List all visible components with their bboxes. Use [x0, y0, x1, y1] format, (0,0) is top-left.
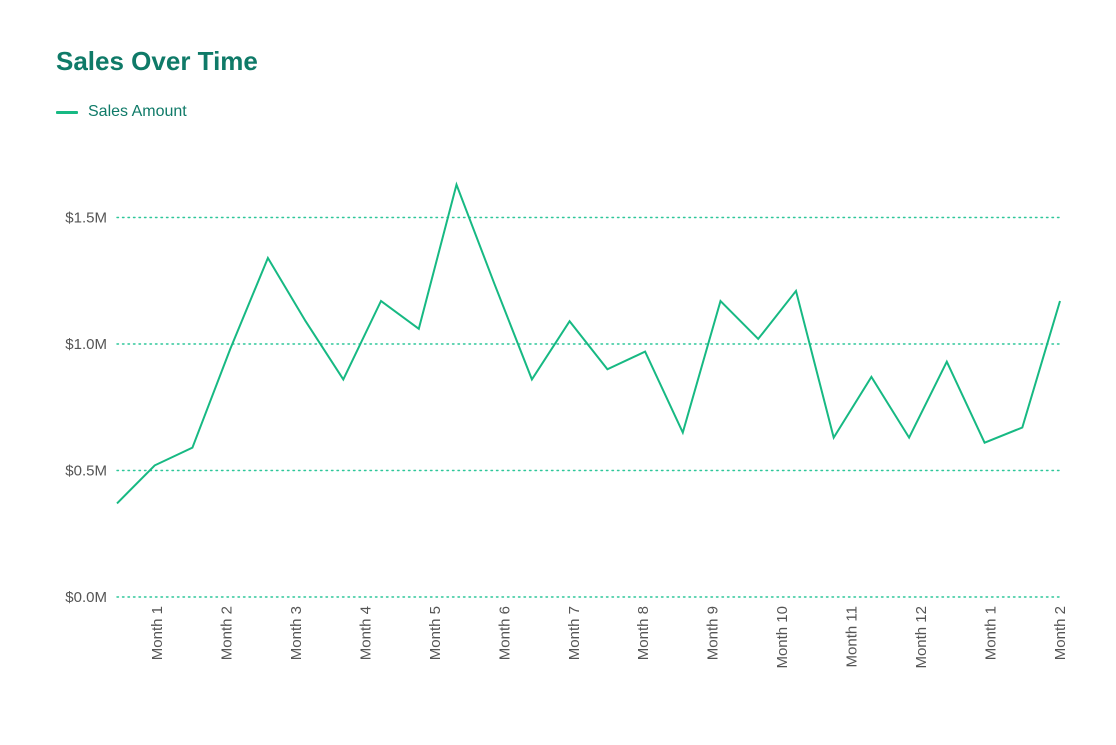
- x-tick-label: Month 1: [149, 606, 166, 660]
- data-point: [190, 446, 194, 450]
- x-tick-label: Month 7: [566, 606, 583, 660]
- data-point: [530, 377, 534, 381]
- data-point: [832, 436, 836, 440]
- legend-label-sales-amount: Sales Amount: [88, 103, 187, 120]
- data-point: [869, 375, 873, 379]
- chart-title: Sales Over Time: [56, 46, 258, 76]
- data-point: [228, 347, 232, 351]
- data-point: [794, 289, 798, 293]
- x-tick-label: Month 8: [635, 606, 652, 660]
- data-point: [568, 319, 572, 323]
- data-point: [266, 256, 270, 260]
- data-point: [605, 367, 609, 371]
- series-layer: [115, 181, 1062, 505]
- x-tick-label: Month 11: [844, 606, 861, 667]
- y-tick-label: $1.5M: [65, 210, 107, 227]
- data-point: [115, 501, 119, 505]
- data-point: [681, 431, 685, 435]
- y-axis-ticks: $0.0M $0.5M $1.0M $1.5M: [65, 210, 107, 607]
- legend: Sales Amount: [56, 103, 187, 121]
- x-tick-label: Month 10: [774, 606, 791, 669]
- series-line-sales-amount: [116, 181, 1061, 505]
- data-point: [643, 350, 647, 354]
- x-tick-label: Month 6: [496, 606, 513, 660]
- x-tick-label: Month 2: [218, 606, 235, 660]
- x-tick-label: Month 2: [1052, 606, 1069, 660]
- data-point: [945, 360, 949, 364]
- y-tick-label: $0.5M: [65, 463, 107, 480]
- data-point: [492, 281, 496, 285]
- x-tick-label: Month 1: [983, 606, 1000, 660]
- data-point: [1058, 299, 1062, 303]
- data-point: [304, 319, 308, 323]
- x-tick-label: Month 5: [427, 606, 444, 660]
- data-point: [1020, 426, 1024, 430]
- data-point: [756, 337, 760, 341]
- y-tick-label: $0.0M: [65, 589, 107, 606]
- data-point: [341, 377, 345, 381]
- data-point: [455, 183, 459, 187]
- data-point: [719, 299, 723, 303]
- x-tick-label: Month 12: [913, 606, 930, 669]
- data-point: [417, 327, 421, 331]
- x-tick-label: Month 3: [288, 606, 305, 660]
- data-point: [907, 436, 911, 440]
- x-tick-label: Month 9: [705, 606, 722, 660]
- grid-lines: [116, 216, 1061, 598]
- x-axis-ticks: Month 1 Month 2 Month 3 Month 4 Month 5 Month…: [149, 606, 1069, 669]
- data-point: [379, 299, 383, 303]
- data-point: [153, 463, 157, 467]
- x-tick-label: Month 4: [357, 606, 374, 660]
- legend-swatch-sales-amount: [56, 110, 78, 114]
- y-tick-label: $1.0M: [65, 336, 107, 353]
- data-point: [983, 441, 987, 445]
